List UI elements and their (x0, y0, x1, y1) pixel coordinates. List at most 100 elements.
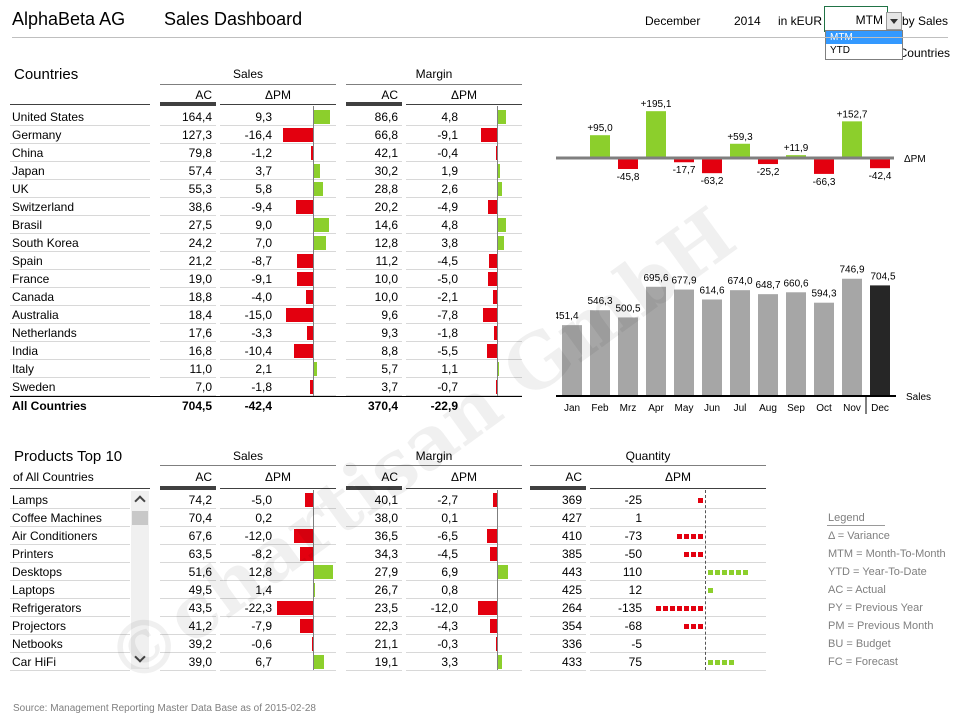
scroll-thumb[interactable] (132, 511, 148, 525)
product-product-name: Coffee Machines (12, 511, 102, 525)
row-divider (406, 634, 522, 635)
country-country-name: Spain (12, 254, 43, 268)
period-option-ytd[interactable]: YTD (830, 45, 850, 56)
country-margin-ac: 9,6 (381, 308, 398, 322)
country-country-name: China (12, 146, 44, 160)
row-divider (220, 580, 336, 581)
row-divider (10, 251, 150, 252)
countries-ac-marker (160, 102, 216, 106)
country-sales-variance-bar (307, 326, 313, 340)
countries-total-line (10, 396, 522, 397)
row-divider (406, 341, 522, 342)
country-margin-variance-bar (497, 110, 506, 124)
row-divider (406, 251, 522, 252)
row-divider (220, 305, 336, 306)
product-margin-dpm: -4,5 (437, 547, 458, 561)
quantity-variance-square (691, 606, 696, 611)
product-sales-variance-bar (299, 547, 313, 561)
sales-value-label: 695,6 (643, 273, 668, 284)
country-margin-variance-bar (482, 308, 497, 322)
product-quantity-ac: 354 (561, 619, 582, 633)
row-divider (220, 562, 336, 563)
row-divider (406, 323, 522, 324)
country-margin-ac: 12,8 (374, 236, 398, 250)
sales-value-label: 648,7 (755, 280, 780, 291)
monthly-sales-chart: +95,0 -45,8 +195,1 -17,7 -63,2 +59,3 -25,2 +11,… (556, 99, 931, 414)
sales-bar-jan (562, 325, 582, 396)
product-sales-ac: 51,6 (188, 565, 212, 579)
country-sales-ac: 17,6 (188, 326, 212, 340)
quantity-variance-square (722, 570, 727, 575)
variance-label: -45,8 (617, 172, 640, 183)
row-divider (160, 634, 216, 635)
row-divider (160, 125, 216, 126)
product-margin-dpm: -12,0 (430, 601, 458, 615)
month-label: Apr (648, 403, 664, 414)
country-country-name: UK (12, 182, 29, 196)
quantity-variance-square (708, 570, 713, 575)
products-subtitle: of All Countries (13, 470, 94, 484)
scroll-up-button[interactable] (131, 491, 149, 509)
period-select[interactable]: MTM (824, 6, 888, 32)
product-sales-variance-bar (277, 601, 313, 615)
products-scrollbar[interactable] (131, 491, 149, 669)
quantity-variance-square (684, 624, 689, 629)
product-quantity-ac: 385 (561, 547, 582, 561)
row-divider (590, 670, 766, 671)
row-divider (160, 161, 216, 162)
period-dropdown-button[interactable] (886, 12, 902, 30)
row-divider (530, 598, 586, 599)
sales-header-line (160, 84, 336, 85)
country-margin-dpm: -0,4 (437, 146, 458, 160)
row-divider (590, 652, 766, 653)
products-margin-dpm-header: ΔPM (450, 470, 477, 484)
row-divider (160, 287, 216, 288)
product-sales-ac: 39,2 (188, 637, 212, 651)
country-margin-variance-bar (497, 164, 501, 178)
country-margin-ac: 5,7 (381, 362, 398, 376)
product-quantity-dpm: 75 (628, 655, 642, 669)
row-divider (406, 526, 522, 527)
month-label: Jan (564, 403, 580, 414)
row-divider (406, 197, 522, 198)
variance-bar-apr (646, 111, 666, 158)
row-divider (220, 161, 336, 162)
row-divider (220, 233, 336, 234)
quantity-variance-square (698, 498, 703, 503)
variance-label: -42,4 (869, 171, 892, 182)
period-dropdown-list[interactable]: MTM YTD (825, 30, 903, 60)
quantity-variance-square (708, 660, 713, 665)
row-divider (406, 359, 522, 360)
row-divider (346, 215, 402, 216)
row-divider (590, 616, 766, 617)
product-sales-ac: 43,5 (188, 601, 212, 615)
country-sales-variance-bar (296, 200, 313, 214)
country-margin-dpm: -4,5 (437, 254, 458, 268)
quantity-variance-square (708, 588, 713, 593)
country-sales-dpm: -3,3 (251, 326, 272, 340)
sales-value-label: 674,0 (727, 276, 752, 287)
variance-label: +95,0 (587, 123, 613, 134)
month-label: Aug (759, 403, 777, 414)
products-quantity-dpm-header: ΔPM (664, 470, 691, 484)
row-divider (160, 179, 216, 180)
product-product-name: Desktops (12, 565, 63, 579)
country-sales-ac: 38,6 (188, 200, 212, 214)
variance-label: +11,9 (784, 143, 809, 154)
row-divider (220, 544, 336, 545)
country-margin-ac: 10,0 (374, 290, 398, 304)
country-sales-variance-bar (294, 344, 313, 358)
product-margin-ac: 34,3 (374, 547, 398, 561)
product-product-name: Refrigerators (12, 601, 82, 615)
quantity-variance-square (684, 552, 689, 557)
country-margin-variance-bar (496, 146, 497, 160)
country-sales-variance-bar (313, 218, 330, 232)
scroll-down-button[interactable] (131, 651, 149, 669)
product-margin-ac: 40,1 (374, 493, 398, 507)
country-sales-ac: 79,8 (188, 146, 212, 160)
product-margin-variance-bar (477, 601, 497, 615)
variance-bar-oct (814, 158, 834, 174)
row-divider (346, 395, 402, 396)
countries-sales-ac-header: AC (195, 88, 212, 102)
sales-axis-label: Sales (906, 392, 931, 403)
